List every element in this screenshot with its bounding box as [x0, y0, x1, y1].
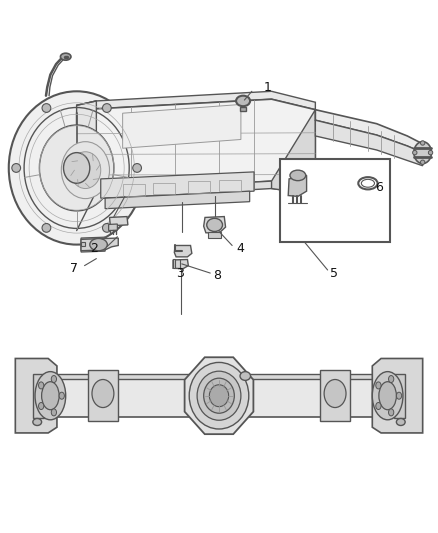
Ellipse shape: [61, 142, 110, 199]
Text: 8: 8: [213, 269, 221, 282]
Polygon shape: [315, 120, 423, 166]
Ellipse shape: [12, 164, 21, 172]
Ellipse shape: [90, 238, 107, 251]
Polygon shape: [123, 104, 241, 148]
Polygon shape: [77, 181, 315, 203]
Ellipse shape: [413, 150, 417, 155]
Polygon shape: [372, 359, 423, 433]
Ellipse shape: [290, 170, 306, 181]
Ellipse shape: [92, 379, 114, 408]
Ellipse shape: [64, 152, 90, 183]
Ellipse shape: [42, 382, 59, 410]
Polygon shape: [77, 99, 315, 196]
Bar: [153, 183, 175, 195]
Ellipse shape: [42, 103, 51, 112]
Polygon shape: [77, 101, 96, 201]
Polygon shape: [77, 91, 315, 113]
Polygon shape: [88, 370, 118, 421]
Ellipse shape: [102, 223, 111, 232]
Ellipse shape: [39, 382, 44, 389]
Ellipse shape: [396, 418, 405, 425]
Ellipse shape: [376, 382, 381, 389]
Bar: [280, 159, 390, 242]
Polygon shape: [320, 370, 350, 421]
Ellipse shape: [379, 382, 396, 410]
Polygon shape: [109, 224, 117, 231]
Ellipse shape: [51, 376, 57, 383]
Ellipse shape: [324, 379, 346, 408]
Polygon shape: [288, 175, 307, 197]
Ellipse shape: [207, 219, 223, 231]
Polygon shape: [394, 374, 405, 418]
Bar: [123, 184, 145, 196]
Ellipse shape: [428, 150, 433, 155]
Polygon shape: [184, 357, 254, 434]
Polygon shape: [173, 260, 188, 269]
Ellipse shape: [236, 96, 250, 106]
Ellipse shape: [240, 372, 251, 381]
Ellipse shape: [33, 418, 42, 425]
Polygon shape: [174, 246, 192, 257]
Ellipse shape: [133, 164, 141, 172]
Polygon shape: [81, 242, 85, 246]
Ellipse shape: [414, 142, 431, 164]
Ellipse shape: [39, 402, 44, 409]
Polygon shape: [105, 191, 250, 209]
Polygon shape: [204, 216, 226, 233]
Polygon shape: [110, 216, 128, 226]
Polygon shape: [33, 374, 44, 418]
Polygon shape: [101, 172, 254, 198]
Ellipse shape: [102, 103, 111, 112]
Ellipse shape: [35, 372, 66, 420]
Text: 2: 2: [90, 243, 98, 255]
Polygon shape: [272, 110, 315, 195]
Ellipse shape: [209, 385, 229, 407]
Bar: [219, 180, 241, 191]
Ellipse shape: [70, 152, 101, 189]
Ellipse shape: [396, 392, 402, 399]
Ellipse shape: [204, 378, 234, 413]
Ellipse shape: [372, 372, 403, 420]
Polygon shape: [173, 260, 175, 268]
Bar: [240, 107, 246, 110]
Ellipse shape: [39, 125, 114, 211]
Ellipse shape: [389, 376, 394, 383]
Polygon shape: [208, 232, 221, 238]
Ellipse shape: [197, 371, 241, 420]
Polygon shape: [81, 238, 118, 251]
Text: 5: 5: [330, 267, 338, 280]
Polygon shape: [35, 374, 403, 379]
Ellipse shape: [189, 362, 249, 429]
Ellipse shape: [9, 91, 145, 245]
Text: 6: 6: [375, 181, 383, 194]
Ellipse shape: [389, 409, 394, 416]
Ellipse shape: [420, 160, 425, 165]
Ellipse shape: [51, 409, 57, 416]
Bar: [188, 181, 210, 193]
Text: 1: 1: [263, 82, 271, 94]
Polygon shape: [35, 379, 403, 417]
Ellipse shape: [420, 141, 425, 145]
Text: 4: 4: [236, 241, 244, 255]
Ellipse shape: [59, 392, 64, 399]
Polygon shape: [15, 359, 57, 433]
Ellipse shape: [42, 223, 51, 232]
Polygon shape: [81, 237, 105, 252]
Text: 7: 7: [71, 262, 78, 274]
Ellipse shape: [376, 402, 381, 409]
Polygon shape: [315, 110, 423, 152]
Text: 3: 3: [177, 266, 184, 280]
Ellipse shape: [60, 53, 71, 60]
